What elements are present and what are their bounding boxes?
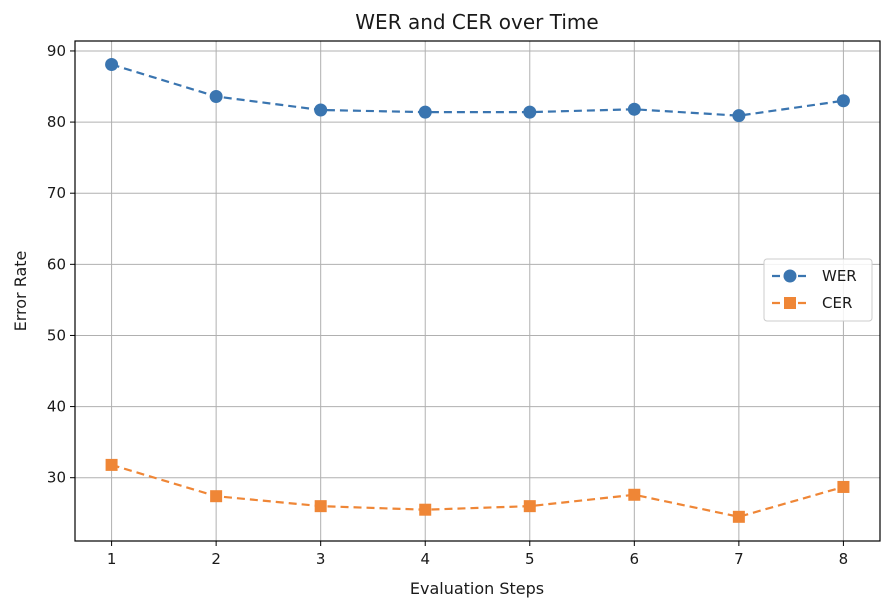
x-tick-label: 7: [734, 550, 744, 568]
x-axis-label: Evaluation Steps: [410, 579, 544, 598]
cer-point: [314, 500, 327, 513]
legend-cer-marker: [784, 297, 796, 309]
x-tick-label: 3: [316, 550, 326, 568]
y-axis-label: Error Rate: [11, 251, 30, 332]
legend-wer-label: WER: [822, 267, 857, 285]
cer-point: [732, 510, 745, 523]
cer-point: [105, 458, 118, 471]
legend-wer-marker: [783, 269, 797, 283]
x-tick-label: 4: [420, 550, 430, 568]
wer-point: [314, 103, 328, 117]
x-tick-label: 1: [107, 550, 117, 568]
wer-point: [732, 109, 746, 123]
cer-point: [210, 490, 223, 503]
cer-point: [419, 503, 432, 516]
y-tick-label: 40: [47, 398, 66, 416]
legend-cer-label: CER: [822, 294, 852, 312]
y-tick-label: 50: [47, 326, 66, 344]
y-tick-label: 70: [47, 184, 66, 202]
axis-ticks: 1 2 3 4 5 6 7 8 30 40 50 60 70 80 90: [47, 42, 848, 568]
wer-point: [627, 102, 641, 116]
wer-point: [836, 94, 850, 108]
cer-point: [837, 480, 850, 493]
plot-frame: [74, 40, 881, 542]
wer-point: [523, 105, 537, 119]
x-tick-label: 2: [211, 550, 221, 568]
y-tick-label: 60: [47, 255, 66, 273]
x-tick-label: 8: [839, 550, 849, 568]
cer-point: [523, 500, 536, 513]
x-tick-label: 5: [525, 550, 535, 568]
cer-point: [628, 488, 641, 501]
y-tick-label: 30: [47, 469, 66, 487]
wer-series: [105, 57, 850, 123]
wer-line: [111, 63, 844, 117]
y-tick-label: 90: [47, 42, 66, 60]
cer-line: [111, 463, 844, 518]
cer-series: [105, 458, 850, 523]
grid: [75, 41, 880, 541]
y-tick-label: 80: [47, 113, 66, 131]
legend: WER CER: [763, 258, 873, 322]
wer-point: [209, 89, 223, 103]
chart-title: WER and CER over Time: [355, 10, 598, 34]
series-layer: [105, 57, 850, 523]
wer-point: [105, 57, 119, 71]
x-tick-label: 6: [630, 550, 640, 568]
wer-point: [418, 105, 432, 119]
